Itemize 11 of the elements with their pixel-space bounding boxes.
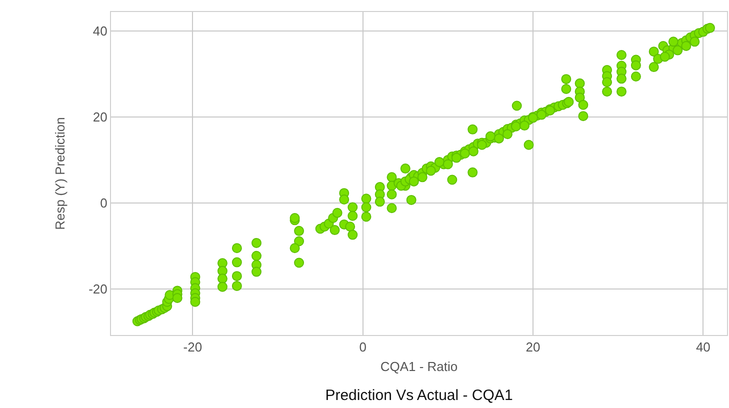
y-tick-label: -20 (88, 282, 108, 297)
y-tick-label: 20 (92, 109, 108, 124)
x-tick-label: 20 (526, 340, 540, 355)
y-axis-title: Resp (Y) Prediction (52, 117, 68, 230)
x-tick-label: 40 (696, 340, 710, 355)
y-tick-label: 40 (92, 23, 108, 38)
x-tick-label: -20 (183, 340, 202, 355)
x-axis-title: CQA1 - Ratio (380, 359, 458, 374)
text: Prediction Vs Actual - CQA1 (325, 386, 513, 404)
x-tick-label: 0 (359, 340, 366, 355)
y-tick-label: 0 (100, 196, 108, 211)
